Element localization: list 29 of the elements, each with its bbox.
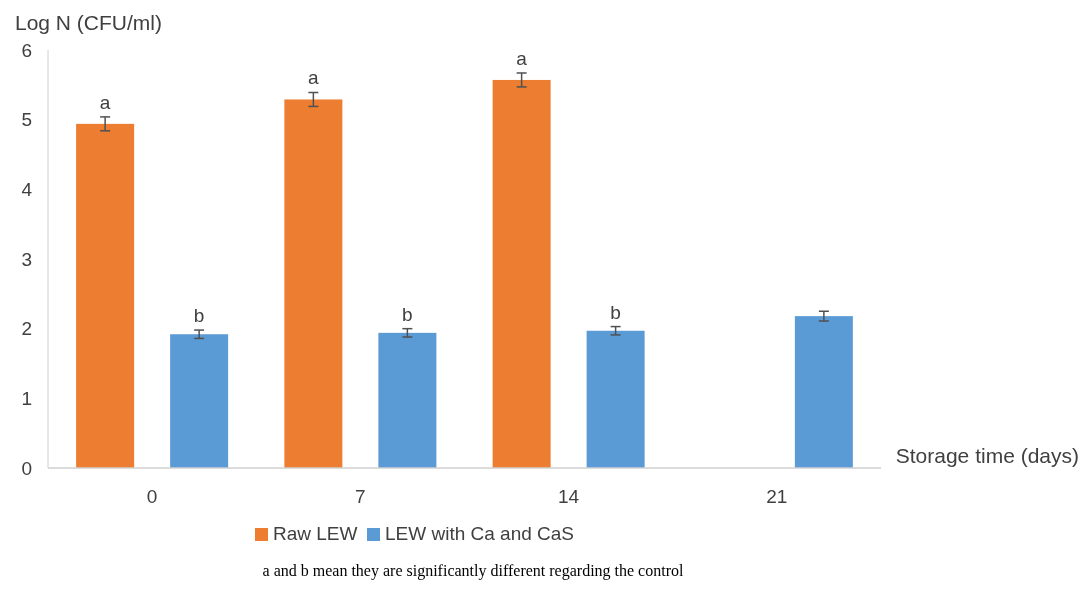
y-tick-label: 1 [21,387,32,409]
y-tick-label: 3 [21,248,32,270]
bar [378,332,437,468]
x-tick-label: 7 [355,486,366,507]
x-tick-label: 14 [558,486,580,507]
x-tick-label: 0 [146,486,158,507]
data-label: a [99,91,111,113]
y-tick-label: 6 [21,39,32,61]
x-tick-label: 21 [766,486,788,507]
legend-label: Raw LEW [273,523,358,544]
bar [794,316,853,468]
data-label: b [610,301,621,323]
data-label: b [193,305,205,327]
y-tick-label: 4 [21,178,33,200]
bar [76,123,135,468]
x-axis-title: Storage time (days) [895,444,1079,467]
bar [586,330,645,468]
data-label: a [308,67,320,89]
y-tick-label: 5 [21,109,32,131]
text: a and b mean they are significantly different regarding the control [262,562,684,580]
bar [170,334,229,468]
bar [284,99,343,468]
y-tick-label: 0 [21,457,32,479]
legend-label: LEW with Ca and CaS [385,523,575,544]
y-axis-title: Log N (CFU/ml) [15,11,163,34]
bar [492,79,551,468]
data-label: b [402,303,413,325]
data-label: a [516,47,528,69]
y-tick-label: 2 [21,318,32,340]
